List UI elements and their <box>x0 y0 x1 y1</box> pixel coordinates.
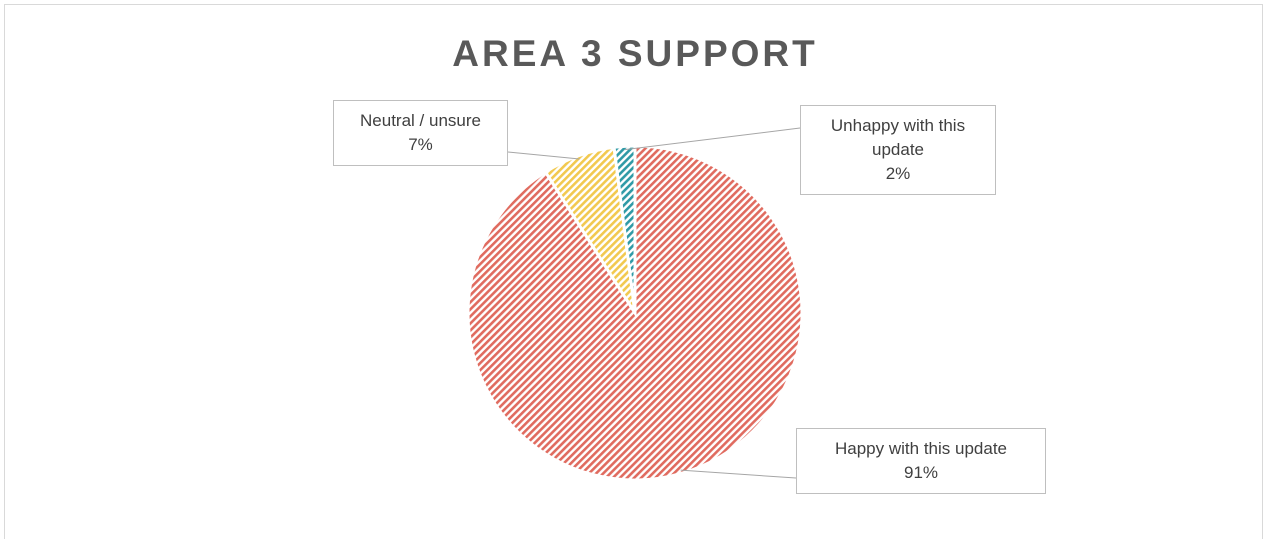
category-name: Happy with this update <box>835 439 1007 458</box>
chart-title: AREA 3 SUPPORT <box>452 33 817 74</box>
pie-slice <box>612 144 637 314</box>
leader-line <box>680 469 797 479</box>
category-name: Neutral / unsure <box>360 111 481 130</box>
leader-line <box>507 151 580 160</box>
data-label: Unhappy with this update 2% <box>800 105 996 195</box>
value-label: 7% <box>408 135 433 154</box>
value-label: 91% <box>903 463 939 482</box>
data-label: Happy with this update 91% <box>796 428 1046 494</box>
data-label: Neutral / unsure 7% <box>333 100 508 166</box>
leader-line <box>624 127 801 151</box>
value-label: 2% <box>885 164 911 183</box>
category-name: Unhappy with this update <box>830 116 966 159</box>
